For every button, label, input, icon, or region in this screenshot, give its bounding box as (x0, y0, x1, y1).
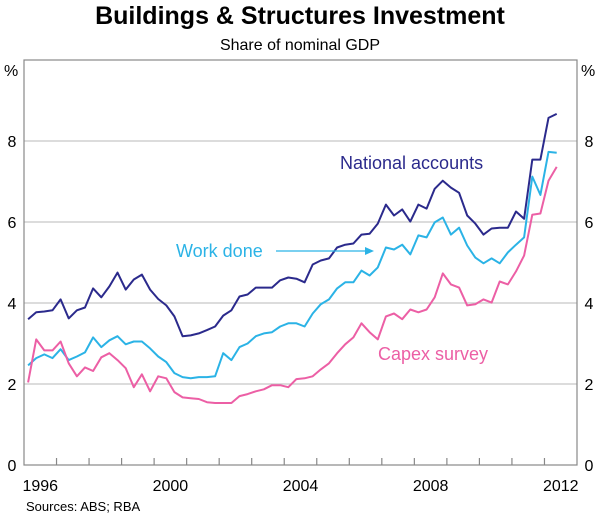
chart-subtitle: Share of nominal GDP (220, 37, 380, 54)
x-tick-label: 2000 (153, 478, 189, 495)
y-tick-label-left: 6 (8, 215, 17, 232)
y-tick-label-left: 2 (8, 377, 17, 394)
plot-frame (23, 59, 578, 466)
x-tick-label: 2008 (413, 478, 449, 495)
y-unit-right: % (581, 63, 595, 80)
label-national-accounts: National accounts (340, 153, 483, 173)
y-tick-label-right: 8 (585, 134, 594, 151)
y-unit-left: % (4, 63, 18, 80)
series-line-national-accounts (27, 113, 558, 338)
series-line-work-done (27, 150, 557, 380)
chart-title: Buildings & Structures Investment (95, 2, 505, 30)
y-tick-label-left: 4 (8, 296, 17, 313)
label-work-done: Work done (176, 241, 263, 261)
x-tick-label: 2004 (283, 478, 319, 495)
y-tick-label-right: 2 (585, 377, 594, 394)
x-tick-label: 2012 (543, 478, 579, 495)
y-tick-label-right: 0 (585, 458, 594, 475)
series-line-capex-survey (27, 166, 558, 404)
source-note: Sources: ABS; RBA (26, 499, 140, 514)
work-done-arrow-head (365, 247, 374, 255)
y-tick-label-right: 6 (585, 215, 594, 232)
label-capex-survey: Capex survey (378, 344, 488, 364)
y-tick-label-left: 0 (8, 458, 17, 475)
y-tick-label-right: 4 (585, 296, 594, 313)
y-tick-label-left: 8 (8, 134, 17, 151)
x-tick-label: 1996 (22, 478, 58, 495)
